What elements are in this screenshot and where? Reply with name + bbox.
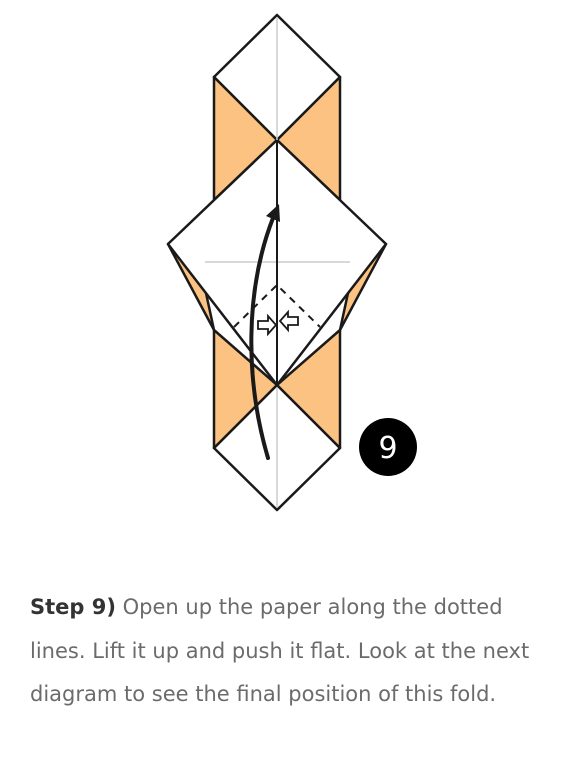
lower-left-flap [212, 328, 279, 450]
step-label: Step 9) [30, 595, 116, 619]
origami-diagram: 9 [166, 13, 417, 512]
step-number: 9 [378, 431, 397, 466]
push-arrow-icon [257, 309, 299, 337]
step-instructions: Open up the paper along the dotted lines… [30, 595, 530, 706]
step-number-badge: 9 [359, 418, 417, 476]
fold-arrow-icon [249, 204, 280, 460]
lower-right-flap [275, 328, 342, 450]
step-description: Step 9) Open up the paper along the dott… [30, 586, 558, 717]
